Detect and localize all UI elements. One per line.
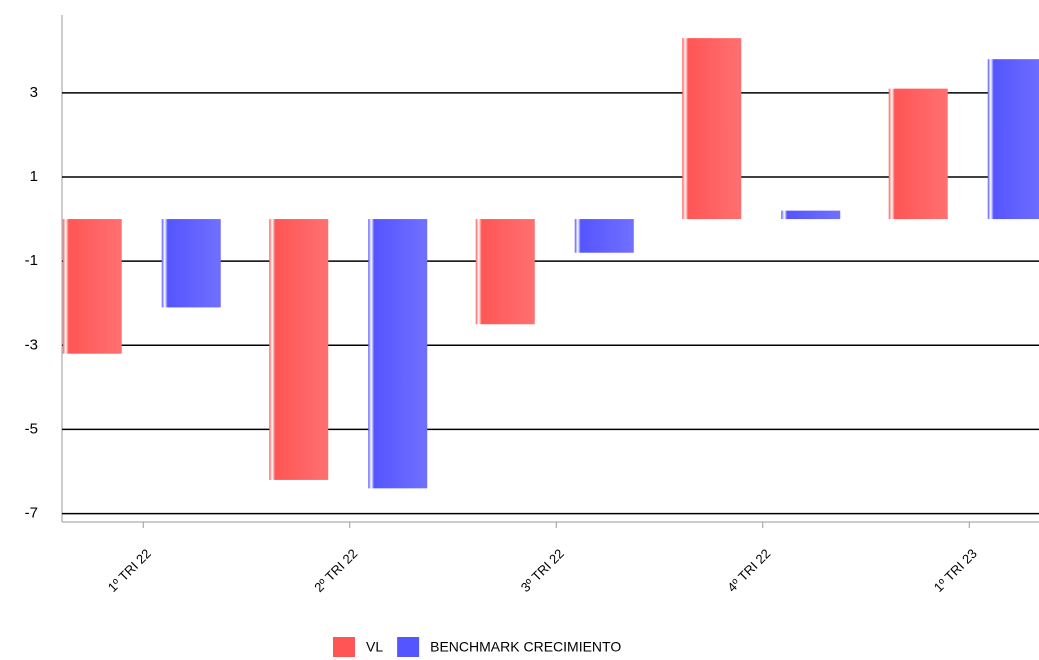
legend-label: BENCHMARK CRECIMIENTO [430, 639, 621, 655]
x-tick-label: 2º TRI 22 [311, 546, 360, 595]
bar [368, 219, 428, 489]
bar [269, 219, 329, 480]
x-tick-label: 1º TRI 23 [931, 546, 980, 595]
bar [888, 88, 948, 220]
x-tick-label: 3º TRI 22 [518, 546, 567, 595]
bar [987, 59, 1039, 220]
x-tick-label: 4º TRI 22 [724, 546, 773, 595]
y-tick-label: 3 [30, 84, 38, 101]
bar [574, 219, 634, 253]
legend-swatch [333, 637, 355, 657]
bar [682, 38, 742, 220]
legend-label: VL [366, 639, 383, 655]
y-tick-label: -3 [25, 336, 38, 353]
y-tick-label: -1 [25, 252, 38, 269]
y-tick-label: -5 [25, 420, 38, 437]
bar [475, 219, 535, 325]
legend-swatch [397, 637, 420, 657]
bar [161, 219, 221, 308]
bar [62, 219, 122, 354]
bar [781, 210, 841, 220]
y-tick-label: 1 [30, 168, 38, 185]
y-tick-label: -7 [25, 505, 38, 522]
x-tick-label: 1º TRI 22 [105, 546, 154, 595]
